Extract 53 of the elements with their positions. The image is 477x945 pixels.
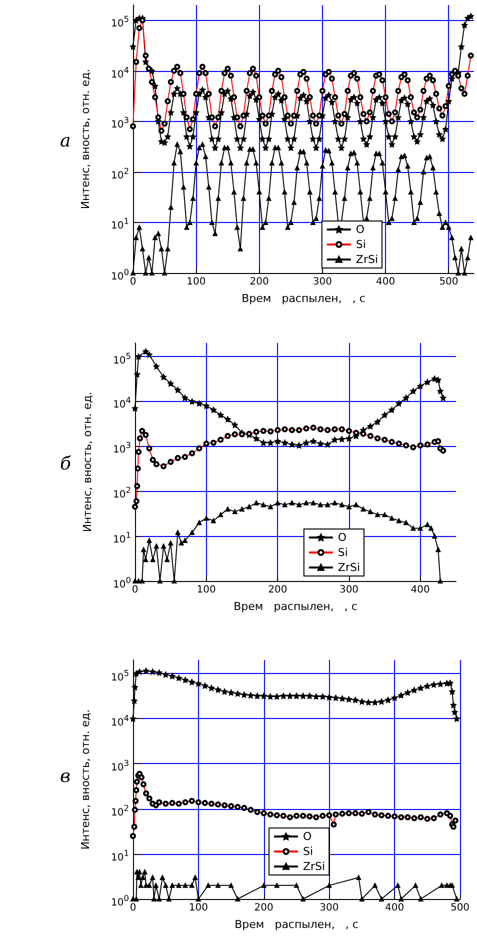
x-axis-title: Врем распылен, , с [234, 918, 358, 931]
y-tick-label: 10$^{2}$ [110, 802, 129, 820]
legend-label: O [356, 223, 365, 236]
text: б [60, 454, 72, 474]
x-tick-label: 0 [130, 276, 136, 288]
x-tick-label: 400 [410, 584, 430, 596]
y-tick-label: 10$^{3}$ [112, 439, 131, 457]
x-tick-label: 200 [268, 584, 288, 596]
y-tick-label: 10$^{4}$ [110, 712, 129, 729]
y-tick-label: 10$^{4}$ [110, 64, 129, 82]
y-tick-label: 10$^{5}$ [110, 666, 129, 684]
text: в [60, 766, 70, 787]
legend-label: Si [303, 845, 314, 858]
x-axis-title: Врем распылен, , с [242, 292, 366, 305]
legend-label: Si [338, 546, 348, 559]
legend-label: ZrSi [356, 253, 378, 266]
x-axis-title: Врем распылен, , с [234, 600, 358, 613]
x-tick-label: 500 [439, 276, 458, 288]
y-axis-title: Интенс, вность, отн. ед. [81, 392, 94, 532]
x-tick-label: 500 [450, 902, 470, 914]
y-tick-label: 10$^{1}$ [110, 846, 129, 864]
y-tick-label: 10$^{3}$ [110, 756, 129, 774]
y-tick-label: 10$^{0}$ [110, 892, 129, 910]
y-tick-label: 10$^{4}$ [112, 394, 131, 412]
y-axis-title: Интенс, вность, отн. ед. [79, 709, 92, 850]
x-tick-label: 0 [132, 584, 138, 596]
text: а [60, 130, 71, 152]
legend-label: O [303, 830, 312, 843]
x-tick-label: 300 [339, 584, 359, 596]
x-tick-label: 400 [385, 902, 404, 914]
y-tick-label: 10$^{1}$ [110, 215, 129, 233]
legend-label: ZrSi [303, 860, 326, 873]
y-tick-label: 10$^{5}$ [112, 350, 131, 367]
x-tick-label: 300 [312, 276, 332, 288]
x-tick-label: 300 [320, 902, 339, 914]
y-tick-label: 10$^{5}$ [110, 13, 129, 31]
y-tick-label: 10$^{2}$ [110, 164, 129, 182]
x-tick-label: 100 [186, 276, 206, 288]
legend-label: O [338, 531, 347, 544]
y-tick-label: 10$^{3}$ [110, 114, 129, 132]
x-tick-label: 100 [188, 902, 208, 914]
x-tick-label: 200 [254, 902, 274, 914]
y-tick-label: 10$^{1}$ [112, 529, 131, 546]
y-tick-label: 10$^{0}$ [110, 266, 129, 284]
x-tick-label: 200 [250, 276, 269, 288]
y-tick-label: 10$^{0}$ [112, 574, 131, 592]
legend-label: Si [356, 238, 366, 251]
y-tick-label: 10$^{2}$ [112, 484, 131, 502]
y-axis-title: Интенс, вность, отн. ед. [79, 68, 92, 210]
x-tick-label: 400 [376, 276, 396, 288]
x-tick-label: 0 [130, 902, 136, 914]
legend-label: ZrSi [338, 561, 360, 574]
x-tick-label: 100 [196, 584, 216, 596]
